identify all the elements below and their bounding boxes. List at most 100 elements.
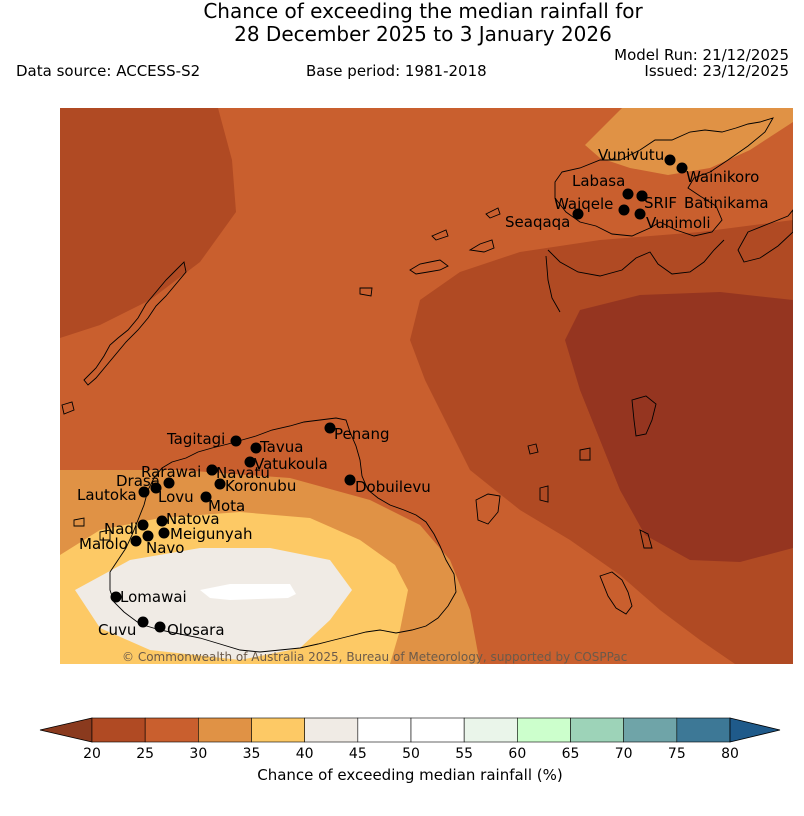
colorbar-bin-30-35	[198, 717, 252, 743]
colorbar-tick-label: 40	[296, 746, 314, 762]
colorbar: 20 25 30 35 40 45 50 55 60 65 70 75 80	[39, 717, 781, 762]
vanua-levu-south-coast	[547, 239, 725, 277]
place-label: Rarawai	[141, 463, 201, 481]
place-mota: Mota	[200, 491, 245, 515]
map-panel: © Commonwealth of Australia 2025, Bureau…	[60, 108, 793, 664]
vanua-levu-coast	[554, 117, 774, 237]
place-label: Mota	[208, 497, 245, 515]
place-marker	[154, 621, 166, 633]
place-marker	[150, 482, 162, 494]
coastlines	[61, 117, 793, 653]
colorbar-bin-20-25	[91, 717, 146, 743]
place-label: Malolo	[79, 535, 128, 553]
place-label: Koronubu	[225, 477, 296, 495]
place-marker	[634, 208, 646, 220]
kadavu-island	[599, 571, 633, 615]
colorbar-tick-label: 55	[455, 746, 473, 762]
place-koronubu: Koronubu	[214, 477, 296, 495]
place-label: Waiqele	[554, 195, 613, 213]
place-label: Seaqaqa	[505, 213, 570, 231]
place-label: Vunimoli	[646, 214, 711, 232]
place-marker	[618, 204, 630, 216]
place-marker	[250, 442, 262, 454]
colorbar-bin-35-40	[251, 717, 305, 743]
issued-date: Issued: 23/12/2025	[644, 62, 789, 80]
colorbar-bin-45-50	[357, 717, 412, 743]
place-marker	[324, 422, 336, 434]
colorbar-bin-60-65	[517, 717, 571, 743]
colorbar-bin-40-45	[304, 717, 359, 743]
place-label: Labasa	[572, 172, 625, 190]
colorbar-under-arrow	[39, 717, 93, 743]
place-label: Batinikama	[684, 194, 769, 212]
colorbar-tick-label: 60	[508, 746, 526, 762]
colorbar-tick-label: 50	[402, 746, 420, 762]
place-label: Dobuilevu	[355, 478, 431, 496]
place-label: Navo	[146, 539, 184, 557]
place-wainikoro: Wainikoro	[676, 162, 759, 186]
place-label: Olosara	[167, 621, 225, 639]
place-marker	[230, 435, 242, 447]
place-marker	[344, 474, 356, 486]
taveuni-coast	[737, 209, 793, 263]
place-label: Vatukoula	[254, 455, 328, 473]
place-marker	[572, 208, 584, 220]
place-marker	[244, 456, 256, 468]
viti-levu-coast	[109, 417, 457, 653]
place-natova: Natova	[156, 510, 220, 528]
place-marker	[636, 190, 648, 202]
title-line-2: 28 December 2025 to 3 January 2026	[234, 22, 612, 46]
place-marker	[110, 591, 122, 603]
colorbar-tick-label: 30	[189, 746, 207, 762]
place-seaqaqa: Seaqaqa	[505, 208, 584, 231]
base-period: Base period: 1981-2018	[306, 62, 487, 80]
copyright-notice: © Commonwealth of Australia 2025, Bureau…	[122, 650, 627, 664]
place-vunivutu: Vunivutu	[598, 146, 676, 166]
probability-band-20-25-northwest	[60, 108, 236, 338]
place-lomawai: Lomawai	[110, 588, 187, 606]
probability-band-30-35-northeast	[585, 108, 793, 175]
place-label: Lautoka	[77, 486, 137, 504]
place-marker	[206, 464, 218, 476]
place-marker	[142, 530, 154, 542]
place-label: Penang	[334, 425, 389, 443]
place-marker	[163, 477, 175, 489]
place-navo: Navo	[142, 530, 184, 557]
place-label: Drasa	[116, 472, 160, 490]
place-meigunyah: Meigunyah	[158, 525, 252, 543]
colorbar-over-arrow	[729, 717, 781, 743]
place-marker	[156, 515, 168, 527]
place-vatukoula: Vatukoula	[244, 455, 328, 473]
place-lovu: Lovu	[150, 482, 194, 506]
colorbar-tick-label: 65	[562, 746, 580, 762]
place-nadi: Nadi	[104, 519, 149, 538]
place-label: SRIF	[644, 194, 677, 212]
place-lautoka: Lautoka	[77, 486, 150, 504]
colorbar-bin-50-55	[410, 717, 465, 743]
colorbar-bin-65-70	[570, 717, 624, 743]
place-malolo: Malolo	[79, 535, 142, 553]
probability-band-below-20-east	[565, 292, 793, 562]
place-label: Vunivutu	[598, 146, 664, 164]
place-label: Cuvu	[98, 621, 136, 639]
place-marker	[676, 162, 688, 174]
place-cuvu: Cuvu	[98, 616, 149, 639]
colorbar-bin-25-30	[144, 717, 199, 743]
place-label: Navatu	[216, 464, 270, 482]
place-label: Natova	[166, 510, 220, 528]
lau-group-islands	[61, 395, 657, 549]
colorbar-tick-label: 25	[136, 746, 154, 762]
yasawa-islands	[83, 261, 187, 386]
colorbar-label: Chance of exceeding median rainfall (%)	[257, 766, 562, 784]
place-marker	[200, 491, 212, 503]
place-labasa: Labasa	[572, 172, 634, 200]
place-waiqele: Waiqele	[554, 195, 630, 216]
colorbar-tick-label: 70	[615, 746, 633, 762]
place-marker	[138, 486, 150, 498]
place-markers: Vunivutu Wainikoro Labasa Waiqele SRIF Batini…	[77, 146, 769, 639]
place-label: Tagitagi	[166, 430, 225, 448]
probability-band-45-50	[200, 584, 296, 600]
place-marker	[214, 478, 226, 490]
place-marker	[158, 527, 170, 539]
place-marker	[622, 188, 634, 200]
